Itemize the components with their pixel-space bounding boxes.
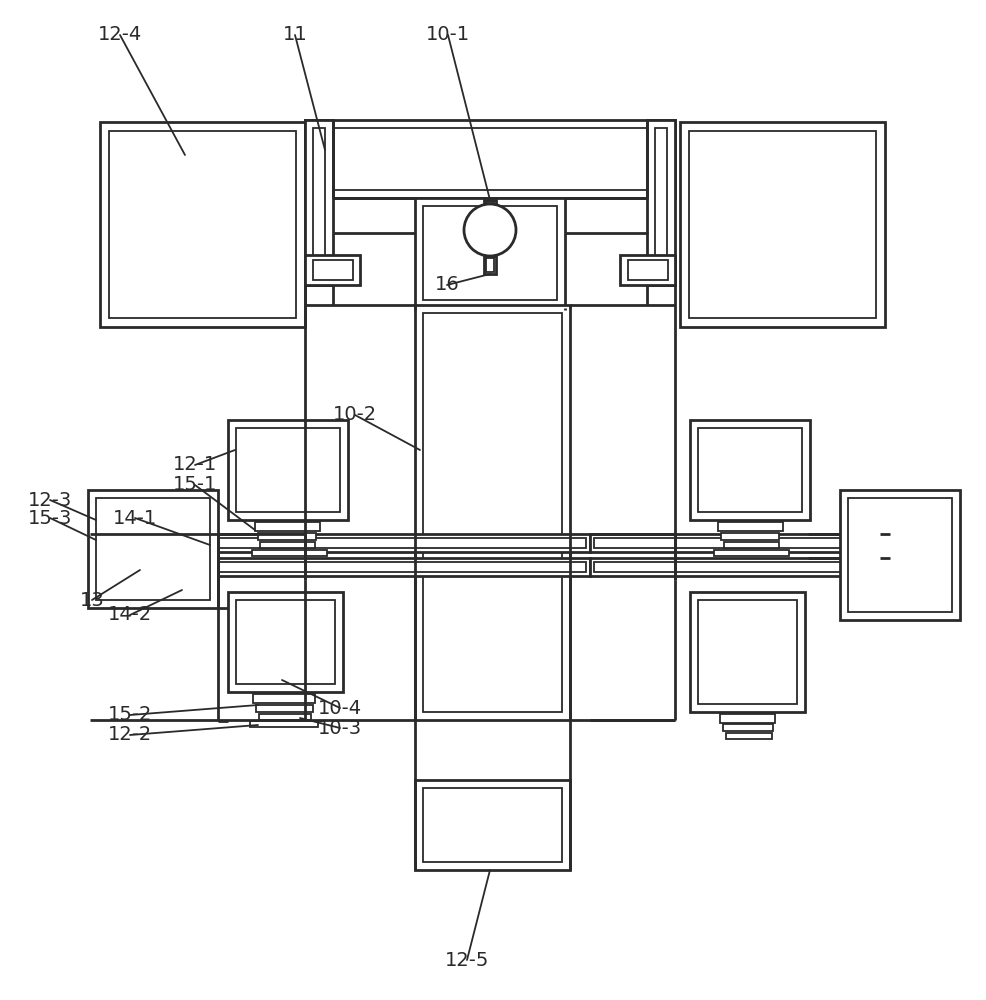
Bar xyxy=(594,562,886,572)
Bar xyxy=(258,533,316,540)
Bar xyxy=(484,256,496,274)
Bar xyxy=(718,522,783,531)
Bar xyxy=(720,714,775,723)
Bar xyxy=(680,122,885,327)
Bar xyxy=(313,128,667,190)
Bar xyxy=(423,206,557,300)
Bar xyxy=(590,558,890,576)
Bar xyxy=(90,558,590,576)
Bar xyxy=(721,533,779,540)
Bar xyxy=(698,428,802,512)
Text: 10-4: 10-4 xyxy=(317,698,362,718)
Bar xyxy=(305,120,675,198)
Bar xyxy=(305,255,360,285)
Bar xyxy=(313,260,353,280)
Bar xyxy=(228,592,343,692)
Bar xyxy=(109,131,296,318)
Bar xyxy=(305,120,333,285)
Text: 12-1: 12-1 xyxy=(173,456,217,475)
Bar xyxy=(250,721,318,727)
Text: 10-1: 10-1 xyxy=(426,25,470,44)
Bar xyxy=(253,694,315,703)
Bar xyxy=(256,705,313,712)
Bar xyxy=(690,592,805,712)
Text: 15-3: 15-3 xyxy=(28,508,72,528)
Bar xyxy=(486,202,494,212)
Bar xyxy=(484,200,496,214)
Bar xyxy=(260,542,315,548)
Bar xyxy=(90,534,590,552)
Bar xyxy=(415,198,565,308)
Bar xyxy=(415,305,570,720)
Text: 13: 13 xyxy=(80,590,105,609)
Bar xyxy=(647,120,675,285)
Bar xyxy=(88,490,218,608)
Bar xyxy=(724,542,779,548)
Bar xyxy=(94,538,586,548)
Text: 10-2: 10-2 xyxy=(333,406,377,424)
Bar xyxy=(698,600,797,704)
Bar xyxy=(655,128,667,277)
Bar xyxy=(726,733,772,739)
Bar xyxy=(714,550,789,556)
Bar xyxy=(723,724,773,731)
Bar xyxy=(228,420,348,520)
Bar xyxy=(628,260,668,280)
Bar xyxy=(423,313,562,712)
Circle shape xyxy=(464,204,516,256)
Text: 12-2: 12-2 xyxy=(107,726,152,744)
Bar xyxy=(100,122,305,327)
Bar xyxy=(236,428,340,512)
Bar xyxy=(848,498,952,612)
Bar xyxy=(423,788,562,862)
Text: 12-3: 12-3 xyxy=(28,490,72,510)
Bar xyxy=(620,255,675,285)
Bar xyxy=(255,522,320,531)
Text: 15-2: 15-2 xyxy=(107,706,152,724)
Bar xyxy=(486,258,494,272)
Text: 14-1: 14-1 xyxy=(112,508,157,528)
Bar xyxy=(594,538,886,548)
Text: 14-2: 14-2 xyxy=(107,605,152,624)
Bar xyxy=(313,128,325,277)
Text: 15-1: 15-1 xyxy=(173,476,217,494)
Text: 11: 11 xyxy=(283,25,308,44)
Bar xyxy=(415,780,570,870)
Text: 16: 16 xyxy=(435,275,459,294)
Text: 10-3: 10-3 xyxy=(317,718,362,738)
Bar xyxy=(840,490,960,620)
Bar xyxy=(259,714,311,720)
Text: 12-4: 12-4 xyxy=(98,25,142,44)
Bar xyxy=(94,562,586,572)
Bar xyxy=(590,534,890,552)
Bar xyxy=(690,420,810,520)
Bar xyxy=(689,131,876,318)
Bar xyxy=(96,498,210,600)
Text: 12-5: 12-5 xyxy=(445,950,489,970)
Bar xyxy=(252,550,327,556)
Bar xyxy=(236,600,335,684)
